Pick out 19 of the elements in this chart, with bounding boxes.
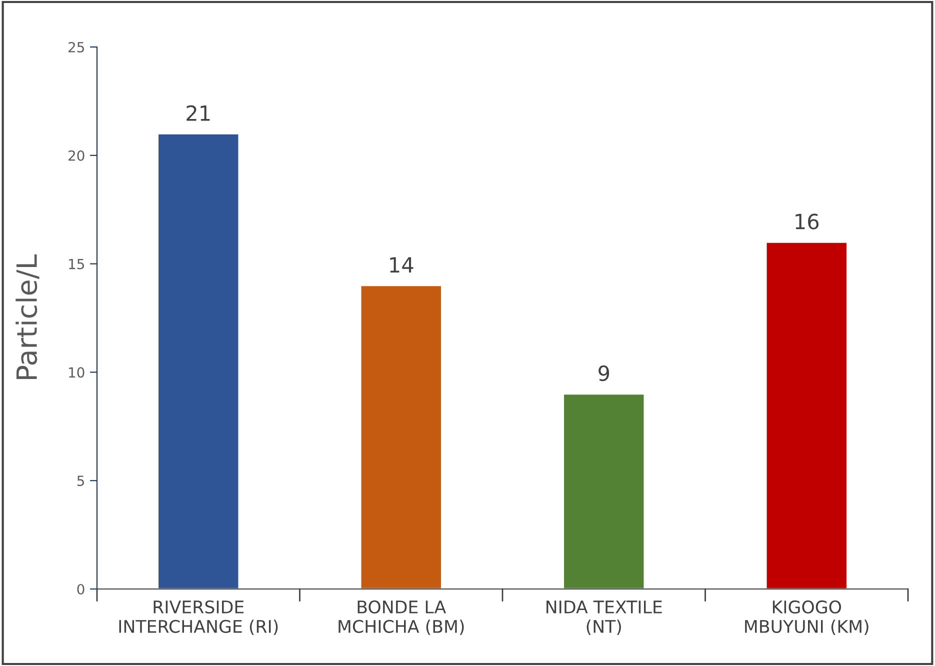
bar: [360, 284, 442, 589]
y-axis-title: Particle/L: [16, 254, 40, 380]
bar: [765, 241, 848, 589]
data-label: 9: [598, 365, 610, 382]
y-tick-label: 15: [69, 258, 84, 270]
data-label: 14: [390, 257, 414, 272]
y-tick-label: 20: [68, 150, 84, 161]
y-tick-label: 10: [69, 367, 84, 378]
data-label: 16: [796, 214, 819, 230]
y-tick-label: 25: [68, 42, 84, 52]
bar: [562, 393, 646, 589]
bar: [157, 133, 240, 589]
data-label: 21: [186, 105, 210, 121]
y-tick-label: 5: [77, 476, 84, 486]
x-tick-label: KIGOGO MBUYUNI (KM): [745, 600, 868, 636]
y-tick-label: 0: [77, 584, 84, 594]
x-tick-label: NIDA TEXTILE (NT): [546, 600, 662, 636]
x-tick-label: RIVERSIDE INTERCHANGE (RI): [119, 600, 278, 636]
x-tick-label: BONDE LA MCHICHA (BM): [338, 600, 464, 636]
